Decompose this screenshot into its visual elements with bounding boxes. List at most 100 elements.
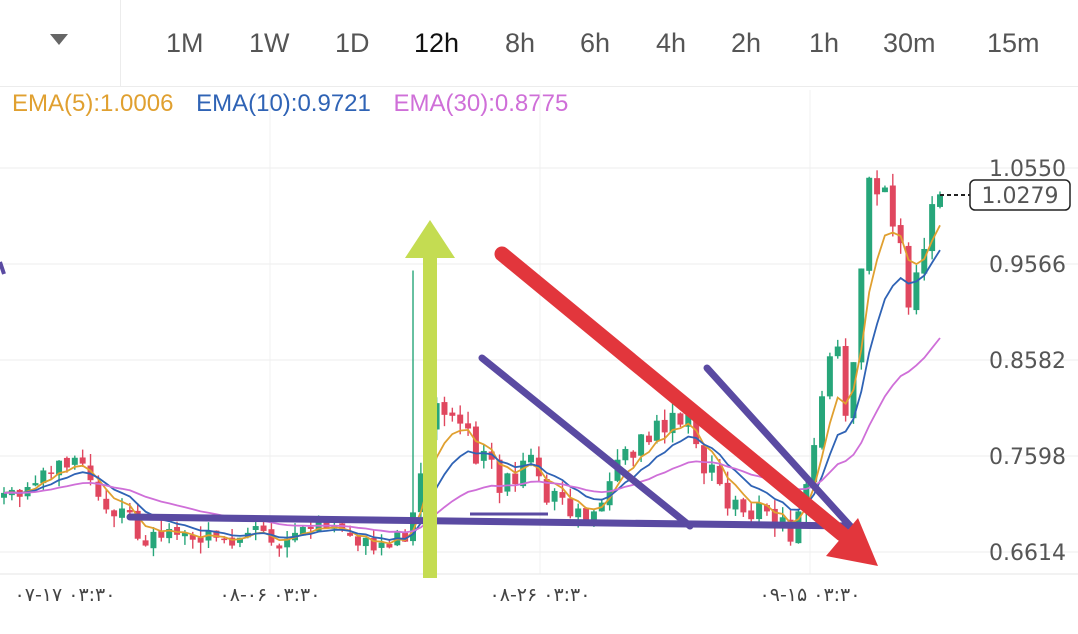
timeframe-6h[interactable]: 6h [580,28,611,58]
candle-body [441,402,448,415]
candle-body [276,545,283,549]
candle-body [118,508,125,518]
candle-body [740,499,747,513]
candle-body [583,508,590,523]
candle-body [567,498,574,517]
candle-body [472,426,479,464]
candle-body [716,465,723,485]
time-axis: ۰۷-۱۷ ۰۳:۳۰ ۰۸-۰۶ ۰۳:۳۰ ۰۸-۲۶ ۰۳:۳۰ ۰۹-۱۵ ۰… [15,584,861,606]
candle-body [347,532,354,536]
candle-body [111,510,118,517]
candle-body [126,510,133,513]
timeframe-1M[interactable]: 1M [166,28,204,58]
candle-body [528,454,534,463]
last-price-label: 1.0279 [982,184,1059,209]
candle-body [724,482,731,509]
candle-body [543,479,550,503]
grid [0,90,1078,575]
candle-body [40,470,47,484]
candle-body [638,434,645,456]
candle-body [645,435,652,443]
candle-body [32,483,39,486]
candle-body [386,543,393,548]
candle-body [480,450,487,461]
timeframe-15m[interactable]: 15m [987,28,1040,58]
candle-body [307,526,314,529]
price-tick-label: 0.9566 [989,253,1066,278]
caret-down-icon [50,34,68,45]
candle-body [221,538,228,541]
candle-body [189,535,196,540]
candle-body [921,248,928,274]
candle-body [559,492,566,498]
candle-body [756,502,763,520]
indicator-legend: EMA(5):1.0006 EMA(10):0.9721 EMA(30):0.8… [12,90,584,118]
candle-body [410,512,416,542]
chart-type-dropdown[interactable] [0,0,121,86]
ema30-legend: EMA(30):0.8775 [393,90,569,117]
candle-body [354,536,361,546]
candle-body [622,448,629,461]
candle-body [213,530,220,538]
candle-body [677,413,684,425]
timeframe-1W[interactable]: 1W [249,28,290,58]
candle-body [889,185,896,227]
price-tick-label: 0.6614 [989,541,1066,566]
price-axis: 1.0550 0.9566 0.8582 0.7598 0.6614 [989,157,1066,566]
candle-body [252,526,259,531]
candle-body [551,490,558,502]
up-arrow [405,220,455,578]
candle-body [763,505,770,512]
candle-body [897,225,904,244]
candle-body [504,473,511,492]
ema10-legend: EMA(10):0.9721 [196,90,371,117]
time-tick-label: ۰۷-۱۷ ۰۳:۳۰ [15,584,116,606]
candle-body [174,526,181,535]
candle-body [79,457,86,464]
candle-body [299,527,306,536]
timeframe-toolbar: 1M 1W 1D 12h 8h 6h 4h 2h 1h 30m 15m [0,0,1078,87]
candle-body [874,178,881,195]
candle-body [826,356,833,397]
candle-body [842,346,849,416]
candle-body [693,412,700,445]
candle-body [701,445,708,474]
candle-body [748,510,755,520]
down-arrow-shaft [494,246,850,542]
candle-body [378,542,385,548]
timeframe-30m[interactable]: 30m [883,28,936,58]
timeframe-1D[interactable]: 1D [335,28,370,58]
candle-body [465,423,472,429]
price-tick-label: 1.0550 [989,157,1066,182]
candle-body [819,396,826,448]
candle-body [575,508,582,518]
candle-body [48,472,55,474]
candle-body [708,464,715,473]
candle-body [858,268,865,363]
candle-body [590,511,597,523]
timeframe-4h[interactable]: 4h [656,28,687,58]
candles-layer [1,170,943,558]
candle-body [496,459,503,493]
timeframe-12h[interactable]: 12h [414,28,460,58]
candle-body [732,499,739,510]
candle-body [56,460,63,476]
timeframe-2h[interactable]: 2h [731,28,762,58]
candle-body [103,498,110,510]
timeframe-1h[interactable]: 1h [809,28,840,58]
candle-body [834,346,841,357]
candle-body [929,204,936,252]
candle-body [811,445,818,483]
candle-body [142,540,149,546]
time-tick-label: ۰۸-۰۶ ۰۳:۳۰ [220,584,321,606]
candle-body [685,414,692,427]
candle-body [284,538,291,548]
candle-body [150,531,157,549]
candle-body [1,492,7,498]
candle-body [669,412,676,434]
timeframe-8h[interactable]: 8h [505,28,536,58]
candle-body [260,525,267,531]
candle-body [370,538,377,551]
candle-body [771,508,778,527]
